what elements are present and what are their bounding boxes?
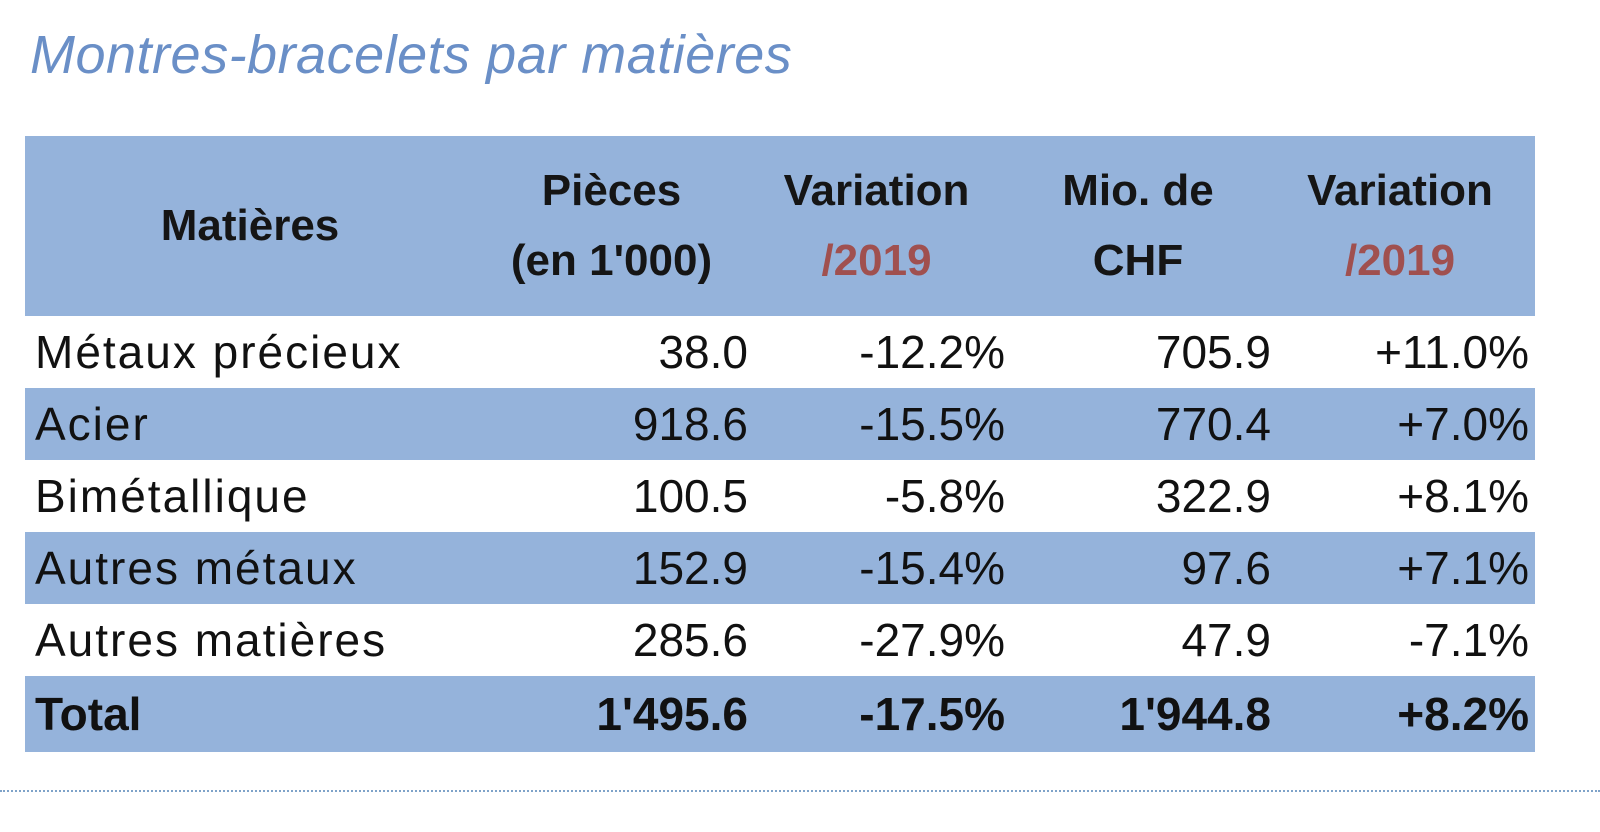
row-pieces: 152.9 [632,542,748,594]
header-variation-chf-line2: /2019 [1344,236,1456,285]
row-chf: 705.9 [1155,326,1271,378]
table-row: Autres métaux 152.9 -15.4% 97.6 +7.1% [25,532,1535,604]
row-material: Autres matières [35,614,388,666]
page-title: Montres-bracelets par matières [30,25,793,85]
row-variation-pieces: -15.4% [859,542,1005,594]
table-row: Métaux précieux 38.0 -12.2% 705.9 +11.0% [25,316,1535,388]
row-pieces: 285.6 [632,614,748,666]
header-chf: Mio. de CHF [1005,156,1271,297]
table-row: Bimétallique 100.5 -5.8% 322.9 +8.1% [25,460,1535,532]
row-pieces: 918.6 [632,398,748,450]
total-pieces: 1'495.6 [596,688,748,740]
row-pieces: 38.0 [658,326,748,378]
header-pieces: Pièces (en 1'000) [475,156,748,297]
row-material: Acier [35,398,150,450]
dotted-divider [0,790,1600,792]
header-chf-line2: CHF [1092,236,1184,285]
row-chf: 97.6 [1181,542,1271,594]
row-material: Métaux précieux [35,326,403,378]
row-variation-pieces: -12.2% [859,326,1005,378]
row-variation-pieces: -27.9% [859,614,1005,666]
materials-table: Matières Pièces (en 1'000) Variation /20… [25,136,1535,752]
header-chf-line1: Mio. de [1062,165,1214,215]
header-variation-chf: Variation /2019 [1271,156,1529,297]
row-variation-pieces: -5.8% [884,470,1005,522]
row-variation-chf: +7.1% [1397,542,1529,594]
header-variation-pieces-line1: Variation [783,165,970,215]
total-variation-pieces: -17.5% [859,688,1005,740]
row-chf: 47.9 [1181,614,1271,666]
header-variation-pieces: Variation /2019 [748,156,1005,297]
total-row: Total 1'495.6 -17.5% 1'944.8 +8.2% [25,676,1535,752]
row-material: Autres métaux [35,542,358,594]
row-pieces: 100.5 [632,470,748,522]
row-chf: 770.4 [1155,398,1271,450]
header-variation-chf-line1: Variation [1307,165,1493,215]
row-variation-chf: +11.0% [1375,326,1529,378]
header-pieces-line1: Pièces [541,165,682,215]
table-row: Autres matières 285.6 -27.9% 47.9 -7.1% [25,604,1535,676]
header-variation-pieces-line2: /2019 [821,236,932,285]
row-material: Bimétallique [35,470,310,522]
row-variation-chf: -7.1% [1408,614,1529,666]
row-variation-pieces: -15.5% [859,398,1005,450]
total-variation-chf: +8.2% [1397,688,1529,740]
total-chf: 1'944.8 [1119,688,1271,740]
header-matieres-label: Matières [160,200,340,250]
header-pieces-line2: (en 1'000) [510,236,713,285]
header-matieres: Matières [25,191,475,261]
table-header: Matières Pièces (en 1'000) Variation /20… [25,136,1535,316]
total-label: Total [35,688,142,740]
row-variation-chf: +8.1% [1397,470,1529,522]
row-chf: 322.9 [1155,470,1271,522]
table-row: Acier 918.6 -15.5% 770.4 +7.0% [25,388,1535,460]
row-variation-chf: +7.0% [1397,398,1529,450]
